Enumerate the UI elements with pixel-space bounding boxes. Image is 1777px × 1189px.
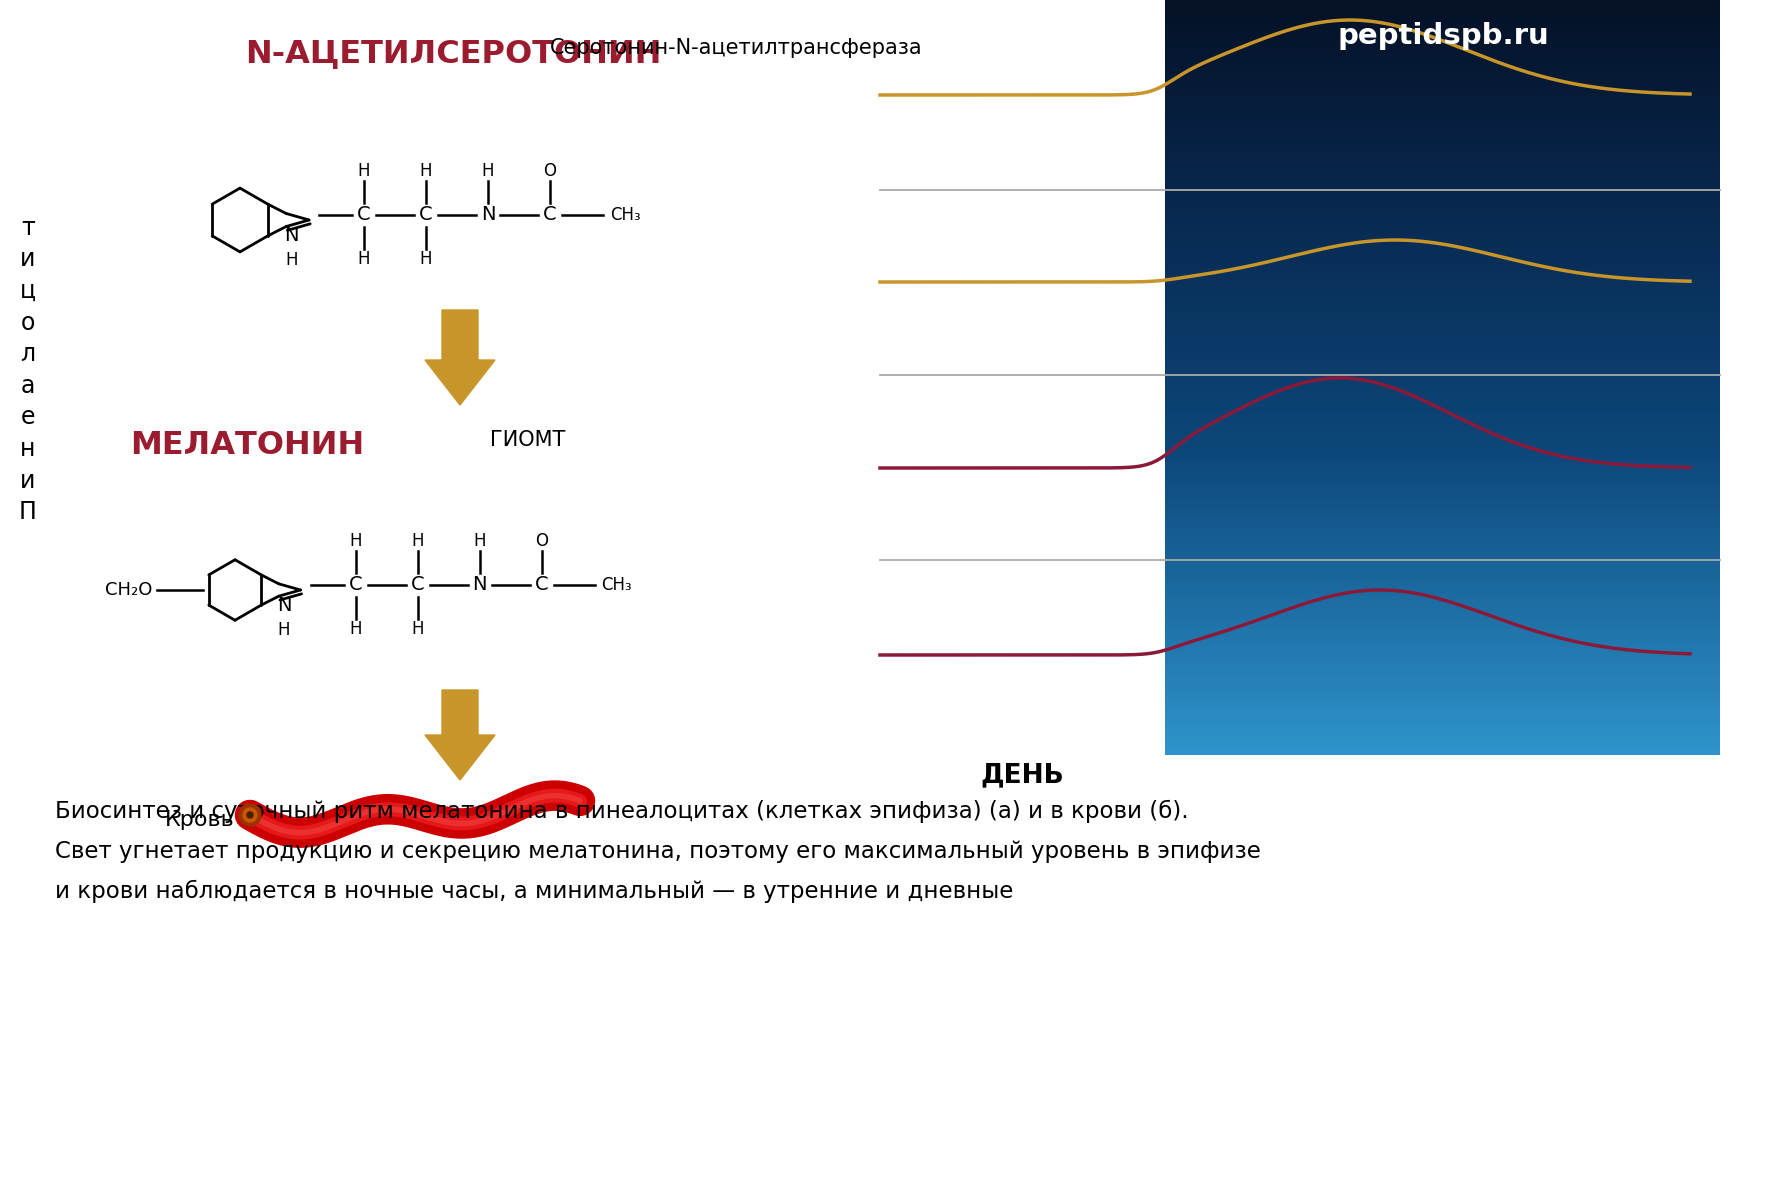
Text: C: C [348,575,363,594]
Text: C: C [410,575,425,594]
Text: peptidspb.ru: peptidspb.ru [1336,23,1550,50]
Text: и крови наблюдается в ночные часы, а минимальный — в утренние и дневные: и крови наблюдается в ночные часы, а мин… [55,880,1013,904]
Text: CH₂O: CH₂O [105,581,153,599]
Polygon shape [425,310,496,405]
Text: H: H [410,619,423,638]
Text: H: H [419,162,432,180]
Text: N: N [473,575,487,594]
Text: N: N [284,226,299,245]
Text: H: H [357,250,370,268]
Text: C: C [357,206,371,225]
Text: N-АЦЕТИЛСЕРОТОНИН: N-АЦЕТИЛСЕРОТОНИН [245,38,661,69]
Text: H: H [482,162,494,180]
Text: Свет угнетает продукцию и секрецию мелатонина, поэтому его максимальный уровень : Свет угнетает продукцию и секрецию мелат… [55,839,1262,863]
Text: O: O [535,531,547,551]
Text: б: б [1745,643,1761,667]
Text: а: а [1745,457,1761,480]
Circle shape [243,809,258,822]
Text: CH₃: CH₃ [602,575,633,594]
Text: ДЕНЬ: ДЕНЬ [981,762,1064,788]
Text: N: N [482,206,496,225]
Text: H: H [350,619,363,638]
Text: т
и
ц
о
л
а
е
н
и
П: т и ц о л а е н и П [20,215,37,524]
Text: H: H [284,251,297,269]
Polygon shape [425,690,496,780]
Text: ГИОМТ: ГИОМТ [490,430,565,449]
Text: H: H [419,250,432,268]
Text: H: H [473,531,485,551]
Text: CH₃: CH₃ [610,206,641,224]
Circle shape [238,804,261,826]
Text: МЕЛАТОНИН: МЕЛАТОНИН [130,430,364,461]
Text: а: а [1745,83,1761,107]
Text: H: H [357,162,370,180]
Text: НОЧЬ: НОЧЬ [1393,762,1493,791]
Text: Кровь: Кровь [165,810,235,830]
Text: H: H [350,531,363,551]
Text: C: C [544,206,556,225]
Circle shape [247,812,252,818]
Text: H: H [410,531,423,551]
Text: N: N [277,597,291,616]
Text: б: б [1745,270,1761,294]
Text: O: O [544,162,556,180]
Text: H: H [277,621,290,638]
Text: C: C [419,206,434,225]
Text: Серотонин-N-ацетилтрансфераза: Серотонин-N-ацетилтрансфераза [551,38,922,58]
Text: Биосинтез и суточный ритм мелатонина в пинеалоцитах (клетках эпифиза) (а) и в кр: Биосинтез и суточный ритм мелатонина в п… [55,800,1189,823]
Text: C: C [535,575,549,594]
